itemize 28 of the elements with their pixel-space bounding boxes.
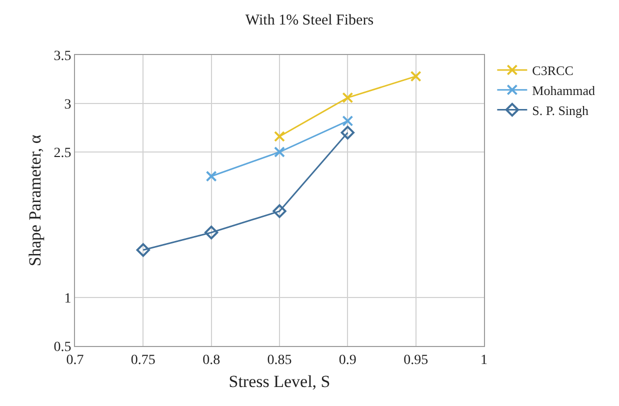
legend-label: C3RCC <box>532 63 574 78</box>
y-tick-label: 0.5 <box>54 340 72 355</box>
x-tick-label: 1 <box>480 352 488 368</box>
chart-title: With 1% Steel Fibers <box>245 12 374 29</box>
x-tick-label: 0.85 <box>267 352 292 368</box>
y-tick-label: 1 <box>64 291 72 306</box>
y-tick-label: 3.5 <box>54 48 72 64</box>
point <box>274 130 285 142</box>
point <box>274 146 285 158</box>
legend-label: Mohammad <box>532 82 596 98</box>
point <box>206 170 217 182</box>
y-tick-label: 3 <box>64 97 72 112</box>
point <box>204 226 218 240</box>
point <box>136 243 150 257</box>
x-tick-label: 0.9 <box>338 352 356 368</box>
point <box>342 115 354 126</box>
y-axis-title: Shape Parameter, α <box>25 134 44 266</box>
point <box>272 204 286 218</box>
point <box>340 126 355 140</box>
y-tick-label: 2.5 <box>54 146 72 161</box>
point <box>410 70 422 82</box>
legend-label: S. P. Singh <box>532 102 590 118</box>
x-tick-label: 0.95 <box>404 352 428 368</box>
point <box>342 92 354 104</box>
x-tick-label: 0.75 <box>130 352 156 368</box>
x-axis-title: Stress Level, S <box>228 372 330 392</box>
x-tick-label: 0.7 <box>66 352 84 368</box>
x-tick-label: 0.8 <box>202 352 220 368</box>
